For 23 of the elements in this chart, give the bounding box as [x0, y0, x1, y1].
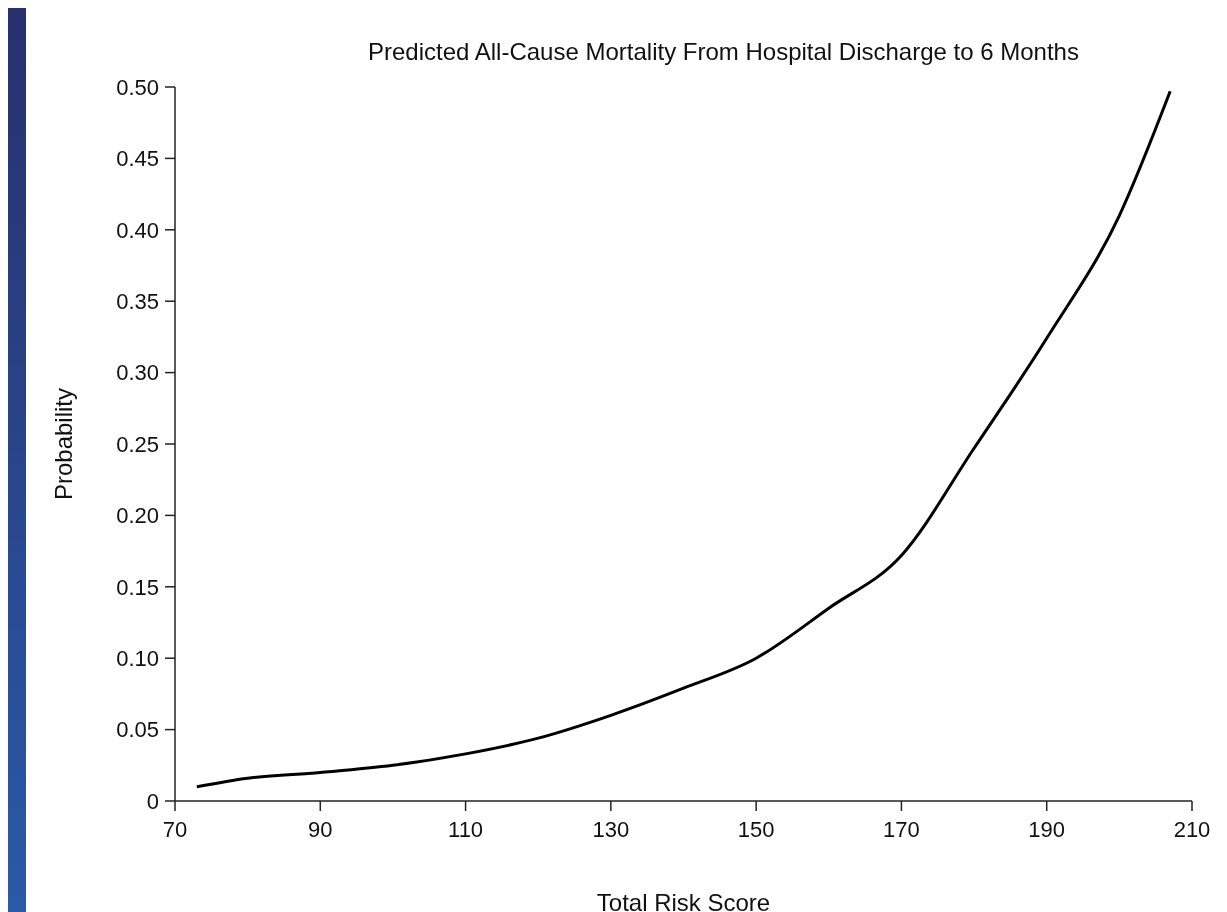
line-series [195, 89, 1172, 789]
y-tick-label: 0.50 [116, 74, 159, 100]
chart-title: Predicted All-Cause Mortality From Hospital Discharge to 6 Months [368, 38, 1079, 65]
y-tick-label: 0.25 [116, 431, 159, 457]
y-tick-label: 0.20 [116, 503, 159, 529]
x-tick-label: 70 [162, 817, 188, 842]
y-tick-label: 0.30 [116, 360, 159, 386]
y-tick-label: 0.15 [116, 574, 159, 600]
y-tick-label: 0.45 [116, 146, 159, 172]
y-tick-label: 0 [146, 788, 159, 814]
x-tick-label: 150 [737, 817, 775, 842]
x-tick-label: 130 [592, 817, 630, 842]
x-tick-label: 170 [883, 817, 920, 842]
x-tick-label: 90 [308, 817, 333, 842]
x-axis-title: Total Risk Score [596, 889, 771, 912]
x-tick-label: 190 [1028, 817, 1066, 842]
x-tick-label: 210 [1173, 817, 1211, 842]
y-tick-label: 0.10 [116, 645, 159, 671]
x-tick-label: 110 [448, 817, 484, 842]
y-axis-title: Probability [50, 387, 77, 501]
y-tick-label: 0.05 [116, 717, 159, 743]
y-tick-label: 0.40 [116, 217, 159, 243]
y-tick-label: 0.35 [116, 288, 159, 314]
